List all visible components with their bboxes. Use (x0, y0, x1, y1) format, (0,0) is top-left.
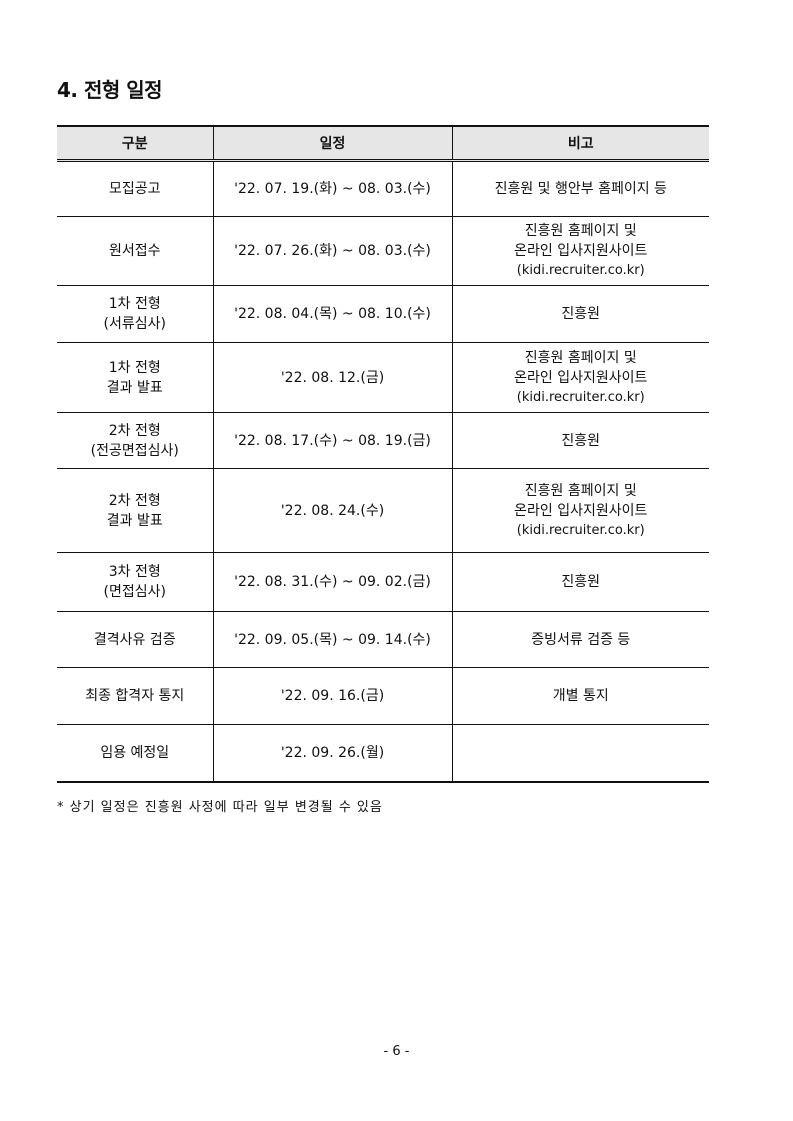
note-cell: 진흥원 (451, 552, 709, 612)
note-cell: 진흥원 및 행안부 홈페이지 등 (451, 160, 709, 217)
note-cell-line: 진흥원 홈페이지 및 (524, 223, 637, 239)
schedule-cell: '22. 08. 04.(목) ~ 08. 10.(수) (212, 285, 452, 343)
stage-cell-line: 2차 전형 (108, 422, 161, 439)
schedule-cell: '22. 09. 05.(목) ~ 09. 14.(수) (212, 611, 452, 668)
table-row: 1차 전형 결과 발표 '22. 08. 12.(금) 진흥원 홈페이지 및 온라인 입… (57, 342, 709, 413)
table-header-row: 구분 일정 비고 (57, 125, 709, 162)
footnote: * 상기 일정은 진흥원 사정에 따라 일부 변경될 수 있음 (57, 800, 383, 815)
note-cell: 증빙서류 검증 등 (451, 611, 709, 668)
note-cell-line: 진흥원 (561, 306, 601, 322)
schedule-cell: '22. 08. 31.(수) ~ 09. 02.(금) (212, 552, 452, 612)
section-title: 4. 전형 일정 (57, 78, 163, 102)
header-stage: 구분 (57, 125, 213, 162)
stage-cell-line: 결과 발표 (106, 379, 163, 396)
table-row: 최종 합격자 통지 '22. 09. 16.(금) 개별 통지 (57, 667, 709, 725)
note-cell-line: (kidi.recruiter.co.kr) (516, 263, 645, 278)
table-row: 2차 전형 결과 발표 '22. 08. 24.(수) 진흥원 홈페이지 및 온라인 입… (57, 468, 709, 553)
note-cell (451, 724, 709, 783)
note-cell-line: 진흥원 홈페이지 및 (524, 349, 637, 366)
stage-cell-line: 임용 예정일 (100, 744, 170, 761)
schedule-cell: '22. 08. 17.(수) ~ 08. 19.(금) (212, 412, 452, 469)
stage-cell: 모집공고 (57, 160, 213, 217)
stage-cell-line: (면접심사) (103, 584, 166, 600)
schedule-cell: '22. 09. 16.(금) (212, 667, 452, 725)
page-number: - 6 - (383, 1044, 410, 1059)
note-cell-line: (kidi.recruiter.co.kr) (516, 389, 645, 405)
table-row: 모집공고 '22. 07. 19.(화) ~ 08. 03.(수) 진흥원 및 행안… (57, 160, 709, 217)
note-cell-line: 진흥원 및 행안부 홈페이지 등 (494, 181, 667, 197)
stage-cell: 원서접수 (57, 216, 213, 286)
stage-cell-line: (서류심사) (103, 316, 166, 332)
table-row: 3차 전형 (면접심사) '22. 08. 31.(수) ~ 09. 02.(금) 진… (57, 552, 709, 612)
header-note: 비고 (451, 125, 709, 162)
table-row: 2차 전형 (전공면접심사) '22. 08. 17.(수) ~ 08. 19.(금… (57, 412, 709, 469)
table-row: 결격사유 검증 '22. 09. 05.(목) ~ 09. 14.(수) 증빙서류 … (57, 611, 709, 668)
stage-cell-line: 모집공고 (108, 181, 161, 197)
stage-cell: 2차 전형 (전공면접심사) (57, 412, 213, 469)
stage-cell: 결격사유 검증 (57, 611, 213, 668)
note-cell-line: 진흥원 (561, 432, 601, 449)
schedule-table: 구분 일정 비고 모집공고 '22. 07. 19.(화) ~ 08. 03.(수… (57, 125, 709, 783)
stage-cell-line: 결과 발표 (106, 512, 163, 529)
stage-cell: 최종 합격자 통지 (57, 667, 213, 725)
note-cell-line: 증빙서류 검증 등 (531, 631, 631, 648)
schedule-cell: '22. 08. 12.(금) (212, 342, 452, 413)
stage-cell-line: 결격사유 검증 (93, 631, 176, 648)
stage-cell-line: 1차 전형 (108, 359, 161, 376)
stage-cell: 임용 예정일 (57, 724, 213, 783)
table-row: 원서접수 '22. 07. 26.(화) ~ 08. 03.(수) 진흥원 홈페이지… (57, 216, 709, 286)
note-cell: 진흥원 (451, 285, 709, 343)
stage-cell-line: (전공면접심사) (90, 442, 179, 459)
note-cell-line: 온라인 입사지원사이트 (514, 369, 648, 386)
schedule-cell: '22. 08. 24.(수) (212, 468, 452, 553)
note-cell-line: 진흥원 (561, 574, 601, 590)
stage-cell-line: 3차 전형 (108, 564, 161, 580)
stage-cell: 3차 전형 (면접심사) (57, 552, 213, 612)
schedule-cell: '22. 07. 26.(화) ~ 08. 03.(수) (212, 216, 452, 286)
stage-cell-line: 최종 합격자 통지 (85, 688, 185, 704)
schedule-cell: '22. 09. 26.(월) (212, 724, 452, 783)
stage-cell-line: 1차 전형 (108, 296, 161, 312)
header-schedule: 일정 (212, 125, 452, 162)
schedule-cell: '22. 07. 19.(화) ~ 08. 03.(수) (212, 160, 452, 217)
note-cell: 진흥원 (451, 412, 709, 469)
stage-cell-line: 원서접수 (108, 243, 161, 259)
note-cell: 개별 통지 (451, 667, 709, 725)
note-cell-line: 개별 통지 (552, 688, 609, 704)
table-row: 임용 예정일 '22. 09. 26.(월) (57, 724, 709, 783)
stage-cell-line: 2차 전형 (108, 492, 161, 509)
note-cell-line: 온라인 입사지원사이트 (514, 243, 648, 259)
note-cell-line: 진흥원 홈페이지 및 (524, 482, 637, 499)
stage-cell: 1차 전형 (서류심사) (57, 285, 213, 343)
note-cell-line: 온라인 입사지원사이트 (514, 502, 648, 519)
table-row: 1차 전형 (서류심사) '22. 08. 04.(목) ~ 08. 10.(수) 진… (57, 285, 709, 343)
note-cell-line: (kidi.recruiter.co.kr) (516, 522, 645, 538)
